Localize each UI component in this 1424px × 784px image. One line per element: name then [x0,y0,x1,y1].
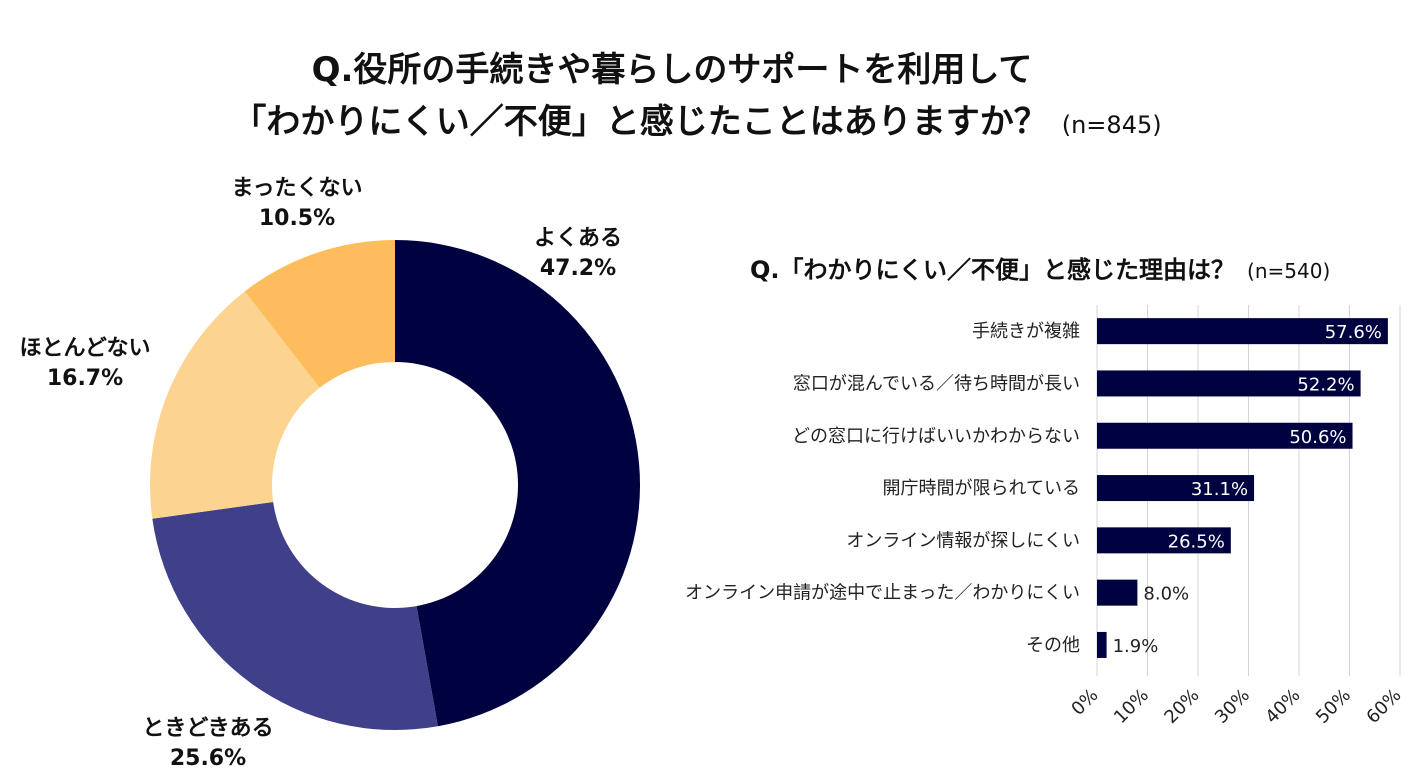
bar [1097,370,1361,397]
category-label: 開庁時間が限られている [883,478,1080,499]
bar-chart: Q.「わかりにくい／不便」と感じた理由は？ (n=540) 0% 10% 20% 30%… [685,256,1406,728]
x-tick-label: 20% [1160,685,1203,728]
bar-chart-title-text: Q.「わかりにくい／不便」と感じた理由は？ [750,256,1235,284]
chart-title-text-2: 「わかりにくい／不便」と感じたことはありますか？ [232,102,1048,142]
bar-value-label: 57.6% [1325,322,1382,343]
x-tick-label: 0% [1067,685,1102,720]
bar [1097,475,1255,502]
bar-marks: 手続きが複雑 57.6% 窓口が混んでいる／待ち時間が長い 52.2% どの窓口に行けば… [685,318,1388,658]
bar-value-label: 26.5% [1168,531,1225,552]
x-tick-label: 50% [1312,685,1355,728]
donut-slice [244,240,395,388]
slice-label: まったくない [231,176,362,201]
category-label: 手続きが複雑 [972,321,1080,342]
bar-value-label: 50.6% [1289,427,1346,448]
slice-label: よくある [534,226,622,251]
bar-grid: 0% 10% 20% 30% 40% 50% 60% [1067,305,1406,728]
category-label: どの窓口に行けばいいかわからない [792,426,1080,447]
bar [1097,527,1231,554]
bar [1097,318,1388,345]
chart-title-line1: Q.役所の手続きや暮らしのサポートを利用して [0,48,1384,92]
slice-value-label: 25.6% [170,746,246,771]
chart-title-line2: 「わかりにくい／不便」と感じたことはありますか？ (n=845) [0,100,1409,147]
bar [1097,422,1353,449]
sample-size-label: (n=845) [1061,111,1162,139]
category-label: その他 [1026,635,1080,656]
x-tick-label: 40% [1261,685,1304,728]
chart-title-text-1: Q.役所の手続きや暮らしのサポートを利用して [311,50,1033,90]
slice-label: ほとんどない [20,336,151,361]
bar-value-label: 31.1% [1191,479,1248,500]
donut-slice [150,291,320,519]
x-tick-label: 10% [1110,685,1153,728]
slice-value-label: 10.5% [259,206,335,231]
bar-chart-title: Q.「わかりにくい／不便」と感じた理由は？ (n=540) [750,256,1330,284]
bar-value-label: 8.0% [1143,584,1189,605]
category-label: オンライン申請が途中で止まった／わかりにくい [685,583,1080,604]
donut-slice [152,501,438,730]
bar-sample-size: (n=540) [1247,259,1330,283]
x-tick-label: 30% [1211,685,1254,728]
category-label: オンライン情報が探しにくい [846,530,1080,551]
bar-value-label: 52.2% [1297,374,1354,395]
slice-label: ときどきある [142,716,273,741]
slice-value-label: 16.7% [47,366,123,391]
category-label: 窓口が混んでいる／待ち時間が長い [793,373,1080,394]
bar [1097,631,1107,658]
donut-chart: よくある 47.2% ときどきある 25.6% ほとんどない 16.7% まったくない 10.… [20,176,640,771]
x-tick-label: 60% [1362,685,1405,728]
slice-value-label: 47.2% [540,256,616,281]
bar-value-label: 1.9% [1113,636,1159,657]
bar [1097,579,1138,606]
donut-slice [395,240,640,727]
